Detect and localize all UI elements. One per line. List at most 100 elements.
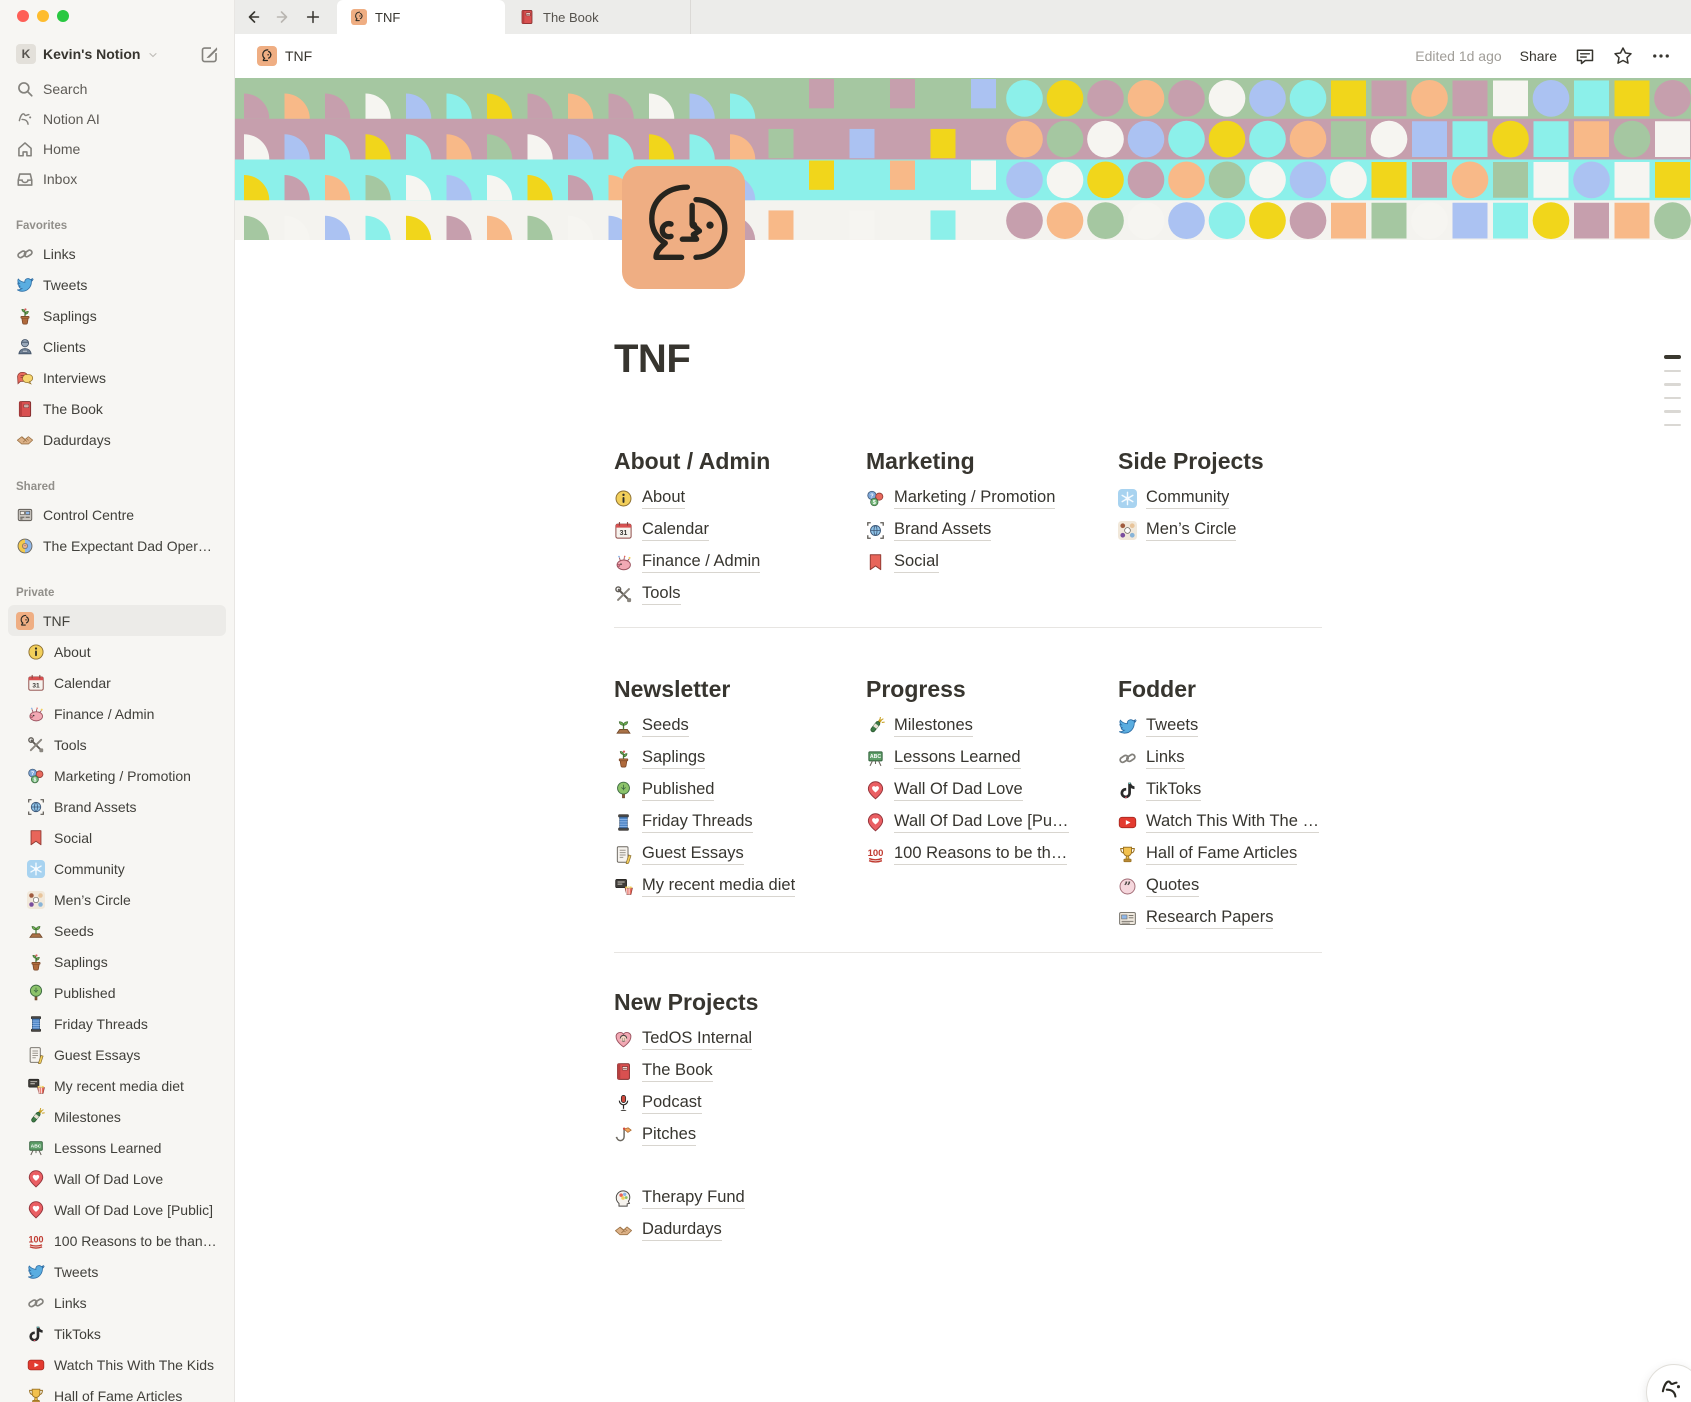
workspace-switcher[interactable]: K Kevin's Notion (12, 38, 224, 70)
sidebar-item-tweets[interactable]: Tweets (8, 1256, 226, 1287)
more-icon[interactable] (1651, 46, 1671, 66)
sidebar-item-home[interactable]: Home (8, 134, 226, 164)
section-label[interactable]: Favorites (16, 220, 68, 232)
sidebar-item-search[interactable]: Search (8, 74, 226, 104)
page-link-wall-of-dad-love[interactable]: Wall Of Dad Love (866, 774, 1102, 806)
page-link-tools[interactable]: Tools (614, 578, 850, 610)
tnf-face-icon (16, 611, 34, 630)
page-link-links[interactable]: Links (1118, 742, 1354, 774)
sidebar-item-marketing-promotion[interactable]: $? Marketing / Promotion (8, 760, 226, 791)
page-link-pitches[interactable]: Pitches (614, 1119, 850, 1151)
compose-icon[interactable] (200, 44, 220, 64)
page-link-marketing-promotion[interactable]: $? Marketing / Promotion (866, 482, 1102, 514)
person-icon (16, 338, 34, 356)
page-link-community[interactable]: Community (1118, 482, 1354, 514)
page-link-research-papers[interactable]: Research Papers (1118, 902, 1354, 934)
page-link-about[interactable]: About (614, 482, 850, 514)
page-icon[interactable] (622, 165, 745, 290)
sidebar-item-the-expectant-dad-oper[interactable]: The Expectant Dad Oper… (8, 530, 226, 561)
sidebar-item-finance-admin[interactable]: Finance / Admin (8, 698, 226, 729)
star-icon[interactable] (1613, 46, 1633, 66)
page-link-watch-this-with-the[interactable]: Watch This With The … (1118, 806, 1354, 838)
page-link-100-reasons-to-be-th[interactable]: 100 100 Reasons to be th… (866, 838, 1102, 870)
section-label[interactable]: Shared (16, 481, 55, 493)
page-link-men-s-circle[interactable]: Men’s Circle (1118, 514, 1354, 546)
sidebar-item-milestones[interactable]: Milestones (8, 1101, 226, 1132)
sidebar-item-lessons-learned[interactable]: ABC Lessons Learned (8, 1132, 226, 1163)
sidebar-item-tools[interactable]: Tools (8, 729, 226, 760)
sidebar-item-inbox[interactable]: Inbox (8, 164, 226, 194)
sidebar-item-wall-of-dad-love-public[interactable]: Wall Of Dad Love [Public] (8, 1194, 226, 1225)
page-link-milestones[interactable]: Milestones (866, 710, 1102, 742)
sidebar-item-control-centre[interactable]: Control Centre (8, 499, 226, 530)
section-label[interactable]: Private (16, 587, 55, 599)
page-link-lessons-learned[interactable]: ABC Lessons Learned (866, 742, 1102, 774)
sidebar-item-the-book[interactable]: The Book (8, 393, 226, 424)
zoom-window-button[interactable] (57, 10, 69, 22)
sidebar-item-published[interactable]: Published (8, 977, 226, 1008)
page-link-finance-admin[interactable]: Finance / Admin (614, 546, 850, 578)
sidebar-item-links[interactable]: Links (8, 238, 226, 269)
sidebar-item-interviews[interactable]: Interviews (8, 362, 226, 393)
comments-icon[interactable] (1575, 46, 1595, 66)
sidebar-item-my-recent-media-diet[interactable]: My recent media diet (8, 1070, 226, 1101)
page-link-calendar[interactable]: 31 Calendar (614, 514, 850, 546)
sidebar-item-100-reasons-to-be-than[interactable]: 100 100 Reasons to be than… (8, 1225, 226, 1256)
sidebar-item-social[interactable]: Social (8, 822, 226, 853)
page-link-saplings[interactable]: Saplings (614, 742, 850, 774)
back-button[interactable] (243, 7, 263, 27)
sidebar-item-tiktoks[interactable]: TikToks (8, 1318, 226, 1349)
forward-button[interactable] (273, 7, 293, 27)
sidebar-item-seeds[interactable]: Seeds (8, 915, 226, 946)
sidebar-item-dadurdays[interactable]: Dadurdays (8, 424, 226, 455)
page-link-tweets[interactable]: Tweets (1118, 710, 1354, 742)
page-link-my-recent-media-diet[interactable]: My recent media diet (614, 870, 850, 902)
workspace-name: Kevin's Notion (43, 46, 141, 62)
sidebar-item-wall-of-dad-love[interactable]: Wall Of Dad Love (8, 1163, 226, 1194)
sidebar-item-label: Inbox (43, 171, 78, 187)
sidebar-item-clients[interactable]: Clients (8, 331, 226, 362)
breadcrumb[interactable]: TNF (257, 46, 312, 66)
sidebar-item-brand-assets[interactable]: Brand Assets (8, 791, 226, 822)
sidebar-item-calendar[interactable]: 31 Calendar (8, 667, 226, 698)
sidebar-item-tnf[interactable]: TNF (8, 605, 226, 636)
tab-the-book[interactable]: The Book (505, 0, 691, 34)
sidebar-item-saplings[interactable]: Saplings (8, 300, 226, 331)
sidebar-item-friday-threads[interactable]: Friday Threads (8, 1008, 226, 1039)
sidebar-item-watch-this-with-the-kids[interactable]: Watch This With The Kids (8, 1349, 226, 1380)
page-link-brand-assets[interactable]: Brand Assets (866, 514, 1102, 546)
sidebar-item-guest-essays[interactable]: Guest Essays (8, 1039, 226, 1070)
page-link-dadurdays[interactable]: Dadurdays (614, 1214, 850, 1246)
page-link-wall-of-dad-love-pu[interactable]: Wall Of Dad Love [Pu… (866, 806, 1102, 838)
page-link-seeds[interactable]: Seeds (614, 710, 850, 742)
page-link-hall-of-fame-articles[interactable]: Hall of Fame Articles (1118, 838, 1354, 870)
share-button[interactable]: Share (1519, 48, 1557, 64)
page-link-podcast[interactable]: Podcast (614, 1087, 850, 1119)
sidebar-item-about[interactable]: About (8, 636, 226, 667)
page-link-published[interactable]: Published (614, 774, 850, 806)
page-link-quotes[interactable]: ” Quotes (1118, 870, 1354, 902)
tab-tnf[interactable]: TNF (337, 0, 505, 34)
close-window-button[interactable] (17, 10, 29, 22)
sidebar-item-tweets[interactable]: Tweets (8, 269, 226, 300)
page-link-guest-essays[interactable]: Guest Essays (614, 838, 850, 870)
notion-ai-button[interactable] (1646, 1364, 1691, 1402)
sidebar-item-links[interactable]: Links (8, 1287, 226, 1318)
page-link-therapy-fund[interactable]: Therapy Fund (614, 1182, 850, 1214)
page-link-tedos-internal[interactable]: TedOS Internal (614, 1023, 850, 1055)
sidebar-item-saplings[interactable]: Saplings (8, 946, 226, 977)
page-link-the-book[interactable]: The Book (614, 1055, 850, 1087)
page-cover (235, 78, 1691, 240)
sidebar-item-notion-ai[interactable]: Notion AI (8, 104, 226, 134)
page-link-social[interactable]: Social (866, 546, 1102, 578)
youtube-icon (27, 1356, 45, 1374)
new-tab-button[interactable] (303, 7, 323, 27)
sidebar-item-men-s-circle[interactable]: Men’s Circle (8, 884, 226, 915)
minimize-window-button[interactable] (37, 10, 49, 22)
page-outline-indicator[interactable] (1664, 355, 1681, 426)
sidebar-item-community[interactable]: Community (8, 853, 226, 884)
page-link-tiktoks[interactable]: TikToks (1118, 774, 1354, 806)
page-link-friday-threads[interactable]: Friday Threads (614, 806, 850, 838)
sidebar-item-hall-of-fame-articles[interactable]: Hall of Fame Articles (8, 1380, 226, 1402)
page-title[interactable]: TNF (614, 337, 691, 381)
